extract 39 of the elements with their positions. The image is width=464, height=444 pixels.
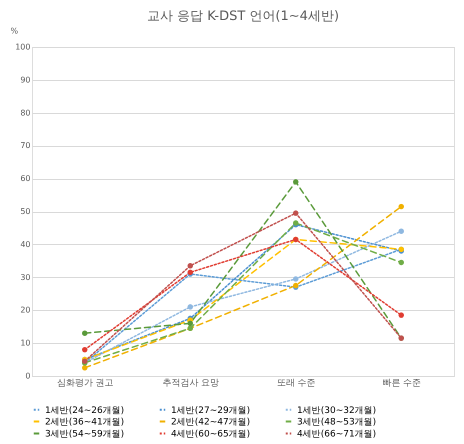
legend-label: 1세반(24~26개월) xyxy=(45,406,124,416)
legend-label: 1세반(30~32개월) xyxy=(297,406,376,416)
point xyxy=(82,365,88,371)
y-tick-label: 70 xyxy=(20,141,30,150)
y-tick-label: 30 xyxy=(20,272,30,282)
y-tick-label: 0 xyxy=(25,372,30,380)
legend-label: 4세반(66~71개월) xyxy=(297,430,376,440)
legend-label: 2세반(36~41개월) xyxy=(45,418,124,428)
point xyxy=(188,304,193,310)
legend-label: 2세반(42~47개월) xyxy=(171,418,250,428)
point xyxy=(293,179,298,185)
point xyxy=(398,204,404,210)
legend-label: 3세반(54~59개월) xyxy=(45,430,124,440)
point xyxy=(398,228,404,234)
x-tick-label: 심화평가 권고 xyxy=(56,378,114,388)
point xyxy=(82,346,88,352)
legend-label: 1세반(27~29개월) xyxy=(171,406,250,416)
y-tick-label: 90 xyxy=(20,75,30,84)
y-tick-label: 40 xyxy=(20,240,30,249)
point xyxy=(398,260,404,266)
point xyxy=(293,210,298,216)
legend-label: 4세반(60~65개월) xyxy=(171,430,250,440)
y-tick-label: 100 xyxy=(15,42,30,52)
point xyxy=(82,330,88,336)
x-tick-label: 또래 수준 xyxy=(276,378,316,388)
y-tick-label: 80 xyxy=(20,108,30,118)
y-tick-label: 10 xyxy=(20,338,30,348)
x-tick-label: 빠른 수준 xyxy=(382,378,422,388)
point xyxy=(293,276,298,282)
legend-label: 3세반(48~53개월) xyxy=(297,418,376,428)
point xyxy=(188,320,193,326)
x-tick-label: 추적검사 요망 xyxy=(162,378,220,388)
point xyxy=(398,312,404,318)
chart-title: 교사 응답 K-DST 언어(1~4세반) xyxy=(146,9,340,24)
point xyxy=(188,263,193,269)
y-tick-label: 50 xyxy=(20,207,30,216)
y-tick-label: 20 xyxy=(20,306,30,315)
y-tick-label: 60 xyxy=(20,174,30,184)
y-axis-title: % xyxy=(10,26,18,36)
